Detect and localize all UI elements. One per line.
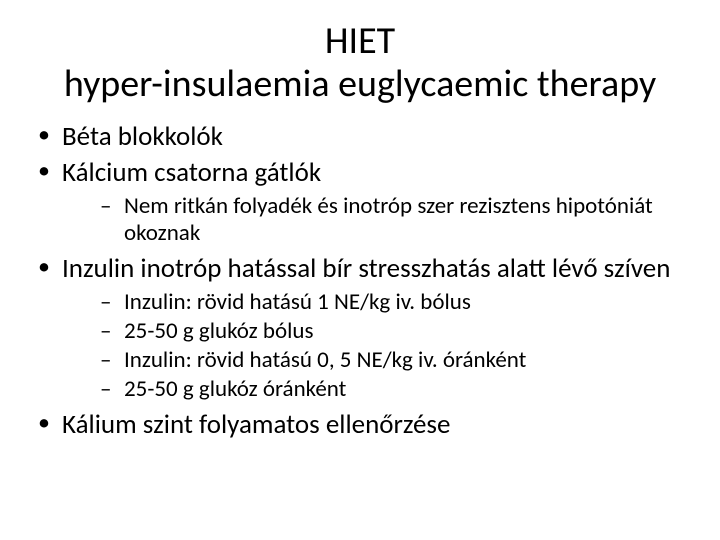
bullet-text: Inzulin inotróp hatással bír stresszhatá… <box>62 252 670 285</box>
sub-bullet-list: Inzulin: rövid hatású 1 NE/kg iv. bólus … <box>62 289 692 404</box>
slide-title: HIET hyper-insulaemia euglycaemic therap… <box>28 20 692 105</box>
sub-bullet-item: Nem ritkán folyadék és inotróp szer rezi… <box>62 193 692 247</box>
bullet-item-4: Kálium szint folyamatos ellenőrzése <box>28 409 692 441</box>
bullet-item-3: Inzulin inotróp hatással bír stresszhatá… <box>28 253 692 403</box>
bullet-text: Kálium szint folyamatos ellenőrzése <box>62 408 450 441</box>
title-line-1: HIET <box>325 18 395 64</box>
bullet-item-1: Béta blokkolók <box>28 121 692 153</box>
title-line-2: hyper-insulaemia euglycaemic therapy <box>64 61 656 107</box>
sub-bullet-text: Nem ritkán folyadék és inotróp szer rezi… <box>124 192 653 247</box>
sub-bullet-text: 25-50 g glukóz óránként <box>124 375 346 403</box>
sub-bullet-item: Inzulin: rövid hatású 1 NE/kg iv. bólus <box>62 289 692 316</box>
bullet-list: Béta blokkolók Kálcium csatorna gátlók N… <box>28 121 692 441</box>
bullet-text: Kálcium csatorna gátlók <box>62 156 321 189</box>
bullet-item-2: Kálcium csatorna gátlók Nem ritkán folya… <box>28 157 692 247</box>
slide-container: HIET hyper-insulaemia euglycaemic therap… <box>0 0 720 540</box>
bullet-text: Béta blokkolók <box>62 120 223 153</box>
sub-bullet-item: Inzulin: rövid hatású 0, 5 NE/kg iv. órá… <box>62 347 692 374</box>
sub-bullet-item: 25-50 g glukóz bólus <box>62 318 692 345</box>
sub-bullet-text: Inzulin: rövid hatású 1 NE/kg iv. bólus <box>124 288 471 316</box>
sub-bullet-list: Nem ritkán folyadék és inotróp szer rezi… <box>62 193 692 247</box>
sub-bullet-item: 25-50 g glukóz óránként <box>62 376 692 403</box>
sub-bullet-text: Inzulin: rövid hatású 0, 5 NE/kg iv. órá… <box>124 346 526 374</box>
sub-bullet-text: 25-50 g glukóz bólus <box>124 317 313 345</box>
